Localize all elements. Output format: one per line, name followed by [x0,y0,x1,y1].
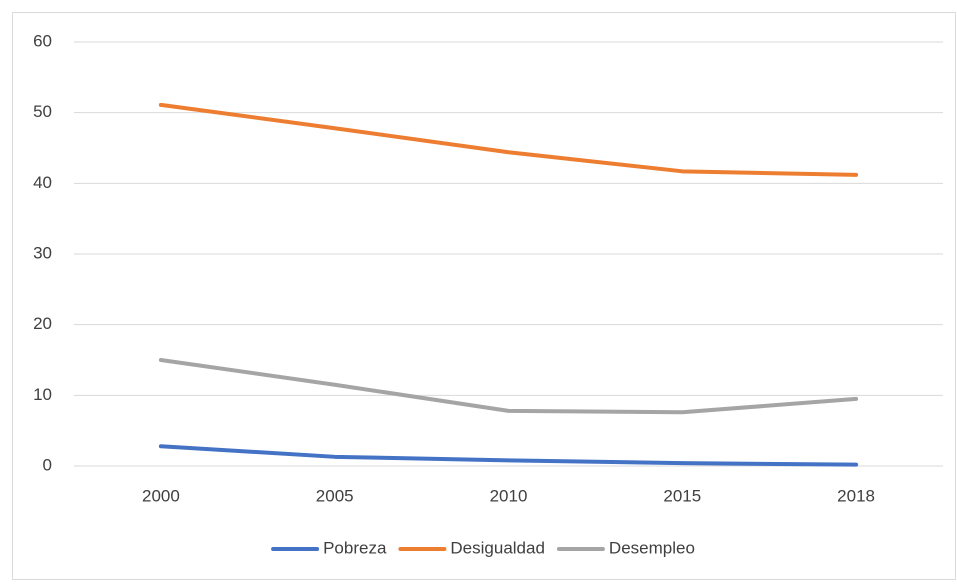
y-tick-label: 60 [33,31,52,50]
x-tick-label: 2015 [663,486,701,505]
legend-label: Pobreza [323,538,387,557]
series-line [158,444,859,467]
x-tick-label: 2018 [837,486,875,505]
y-tick-label: 30 [33,243,52,262]
x-tick-label: 2010 [490,486,528,505]
legend-label: Desigualdad [450,538,545,557]
y-tick-label: 50 [33,102,52,121]
y-tick-label: 20 [33,314,52,333]
y-tick-label: 0 [43,455,52,474]
x-tick-label: 2005 [316,486,354,505]
x-tick-label: 2000 [142,486,180,505]
series-line [158,102,859,177]
legend-label: Desempleo [609,538,695,557]
series-line [158,358,859,415]
y-tick-label: 10 [33,385,52,404]
y-tick-label: 40 [33,173,52,192]
